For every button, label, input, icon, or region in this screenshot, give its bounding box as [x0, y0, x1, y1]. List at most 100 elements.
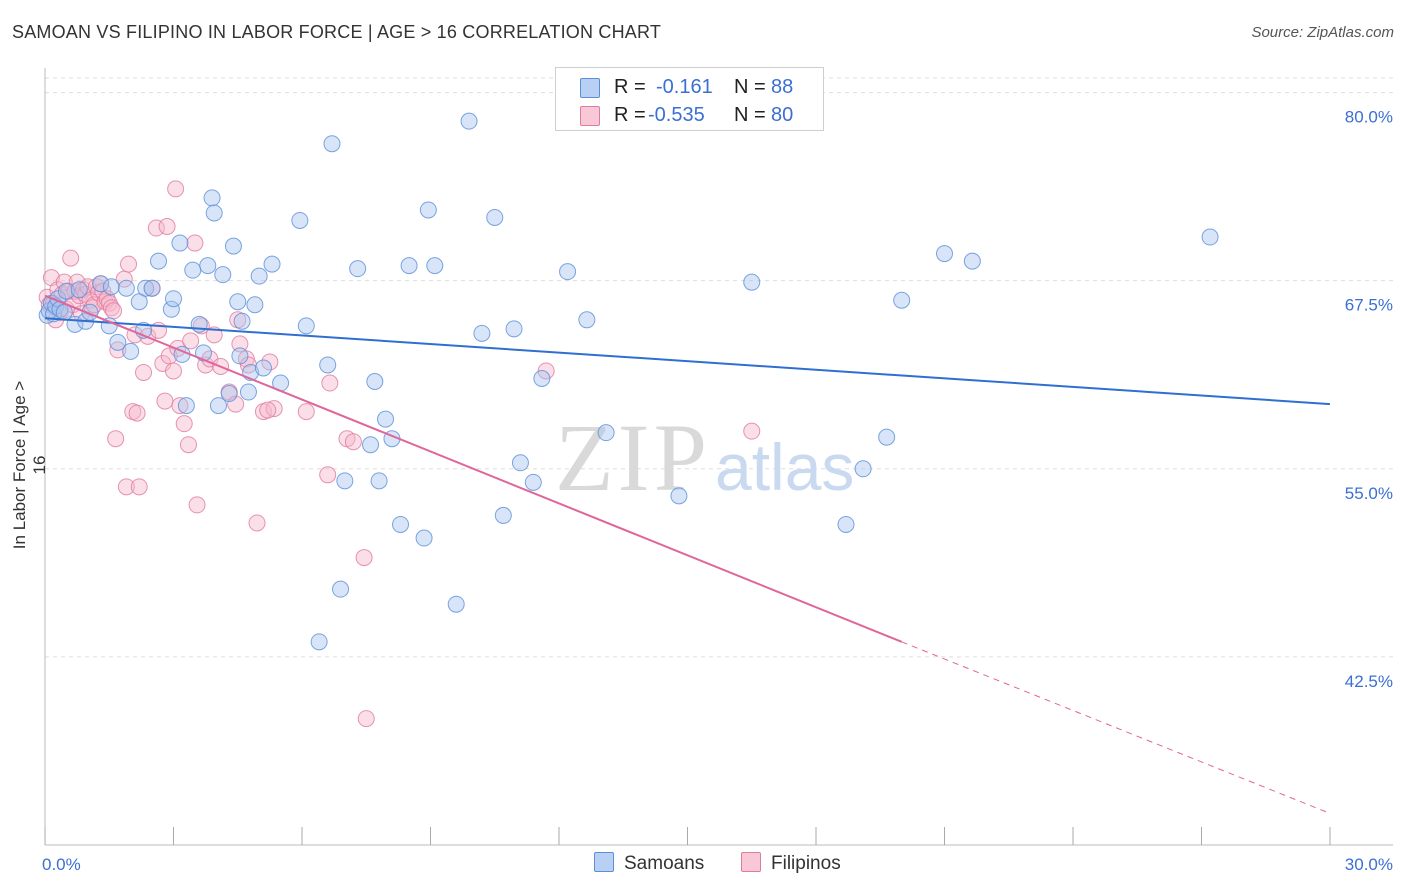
filipino-swatch-icon — [580, 106, 600, 126]
bottom-legend-samoans: Samoans — [594, 852, 704, 875]
legend-filipino-n-label: N = — [734, 104, 766, 126]
legend-filipino-n-value: 80 — [771, 104, 794, 126]
samoan-point — [150, 252, 168, 270]
samoan-point — [559, 263, 577, 281]
samoan-point — [336, 472, 354, 490]
samoan-point — [743, 273, 761, 291]
samoan-point — [1201, 228, 1219, 246]
samoan-point — [137, 279, 155, 297]
filipino-point — [120, 255, 138, 273]
samoan-point — [332, 580, 350, 598]
samoan-point — [578, 311, 596, 329]
filipino-point — [265, 400, 283, 418]
filipino-point — [231, 335, 249, 353]
trend-lines — [44, 294, 1331, 814]
y-tick-label: 55.0% — [1345, 484, 1393, 503]
filipino-point — [165, 362, 182, 380]
legend-samoan-r-label: R = — [614, 76, 646, 98]
source-label: Source: ZipAtlas.com — [1251, 24, 1394, 41]
filipino-point — [107, 430, 125, 448]
samoan-point — [205, 204, 223, 222]
filipino-point — [147, 219, 165, 237]
samoan-point — [203, 189, 221, 207]
samoan-point — [597, 424, 615, 442]
filipino-point — [158, 218, 176, 236]
samoan-point — [250, 267, 268, 285]
samoan-point — [209, 397, 227, 415]
legend-samoan-n-label: N = — [734, 76, 766, 98]
samoan-point — [165, 290, 182, 308]
samoan-point — [936, 245, 953, 263]
legend-filipino-r-label: R = — [614, 104, 646, 126]
samoan-point — [233, 312, 251, 330]
samoan-point — [162, 300, 180, 318]
filipino-point — [156, 392, 174, 410]
filipino-point — [135, 363, 153, 381]
watermark-atlas: atlas — [715, 430, 854, 504]
samoan-point — [447, 595, 465, 613]
filipino-point — [62, 249, 80, 267]
samoan-point — [297, 317, 315, 335]
y-tick-label: 42.5% — [1345, 672, 1393, 691]
axes — [44, 68, 1393, 846]
samoan-trend-line — [44, 317, 1331, 406]
samoan-point — [291, 211, 309, 229]
samoan-point — [57, 282, 75, 300]
watermark-zip: ZIP — [555, 404, 711, 511]
samoan-point — [370, 472, 388, 490]
samoan-point — [310, 633, 328, 651]
samoan-point — [214, 266, 232, 284]
filipino-point — [182, 332, 200, 350]
samoan-point — [184, 261, 202, 279]
samoan-point — [893, 291, 911, 309]
legend-samoan-r-value: -0.161 — [656, 76, 713, 98]
legend-row-filipinos: R = -0.535 N = 80 — [556, 102, 823, 130]
samoan-point — [194, 344, 212, 362]
samoan-point — [392, 515, 410, 533]
filipino-point — [261, 353, 279, 371]
samoan-point — [400, 257, 418, 275]
filipino-point — [188, 496, 206, 514]
samoan-point — [254, 359, 272, 377]
samoan-point — [854, 460, 872, 478]
samoan-point — [377, 410, 395, 428]
samoan-point — [963, 252, 981, 270]
filipino-point — [259, 401, 277, 419]
filipino-point — [186, 234, 204, 252]
samoan-point — [670, 487, 688, 505]
samoan-point — [109, 333, 127, 351]
filipino-point — [248, 514, 266, 532]
samoan-point — [220, 385, 238, 403]
samoan-point — [246, 296, 264, 314]
filipino-point — [105, 302, 123, 320]
bottom-legend-filipinos: Filipinos — [741, 852, 841, 875]
filipino-legend-icon — [741, 852, 761, 872]
filipino-point — [355, 549, 373, 567]
y-tick-label: 80.0% — [1345, 108, 1393, 127]
samoan-point — [349, 260, 367, 278]
x-tick-label-min: 0.0% — [42, 855, 81, 874]
samoan-point — [524, 473, 542, 491]
filipino-point — [319, 466, 337, 484]
samoan-point — [533, 369, 551, 387]
samoan-point — [171, 234, 189, 252]
samoan-point — [117, 279, 135, 297]
filipino-point — [70, 287, 88, 305]
filipino-point — [117, 478, 135, 496]
filipino-point — [128, 404, 146, 422]
chart-title: SAMOAN VS FILIPINO IN LABOR FORCE | AGE … — [12, 22, 662, 42]
samoan-point — [878, 428, 896, 446]
samoan-point — [486, 208, 504, 226]
samoan-point — [102, 278, 120, 296]
y-tick-label: 67.5% — [1345, 296, 1393, 315]
x-tick-label-max: 30.0% — [1345, 855, 1393, 874]
samoan-point — [143, 279, 161, 297]
legend-samoans-label: Samoans — [624, 853, 705, 874]
filipino-point — [130, 478, 148, 496]
samoan-point — [239, 383, 257, 401]
samoan-point — [92, 275, 110, 293]
samoan-points — [38, 112, 1219, 651]
samoan-point — [460, 112, 478, 130]
samoan-point — [323, 135, 341, 153]
